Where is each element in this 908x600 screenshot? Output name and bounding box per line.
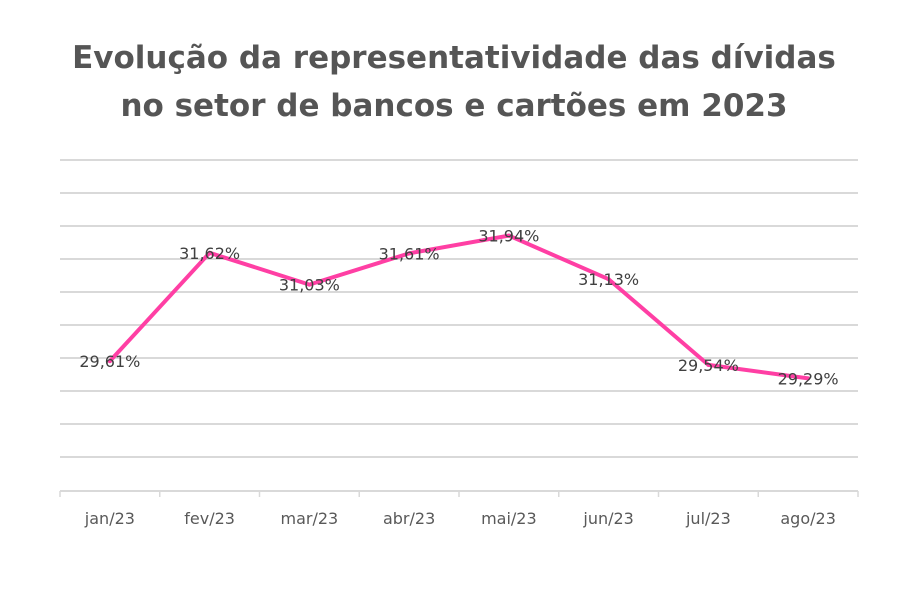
data-label: 31,03% xyxy=(279,276,340,295)
data-label: 31,62% xyxy=(179,244,240,263)
data-label: 31,61% xyxy=(379,244,440,263)
x-tick-label: jul/23 xyxy=(685,509,731,528)
chart-title: Evolução da representatividade das dívid… xyxy=(0,34,908,130)
data-label: 29,61% xyxy=(79,352,140,371)
x-tick-label: jan/23 xyxy=(84,509,135,528)
chart-title-line-2: no setor de bancos e cartões em 2023 xyxy=(120,88,788,124)
data-label: 31,94% xyxy=(478,227,539,246)
x-tick-label: mar/23 xyxy=(281,509,339,528)
data-point xyxy=(706,362,711,367)
data-point xyxy=(207,250,212,255)
data-point xyxy=(606,277,611,282)
data-point xyxy=(407,251,412,256)
x-tick-label: jun/23 xyxy=(582,509,633,528)
data-label: 29,29% xyxy=(778,369,839,388)
data-point xyxy=(307,282,312,287)
data-point xyxy=(806,376,811,381)
data-label: 29,54% xyxy=(678,356,739,375)
data-point xyxy=(107,359,112,364)
x-tick-label: abr/23 xyxy=(383,509,435,528)
series-line xyxy=(107,233,811,381)
data-point xyxy=(506,233,511,238)
data-label: 31,13% xyxy=(578,270,639,289)
chart-title-line-1: Evolução da representatividade das dívid… xyxy=(72,40,836,76)
x-tick-label: ago/23 xyxy=(780,509,836,528)
x-tick-label: mai/23 xyxy=(481,509,537,528)
x-tick-label: fev/23 xyxy=(184,509,235,528)
